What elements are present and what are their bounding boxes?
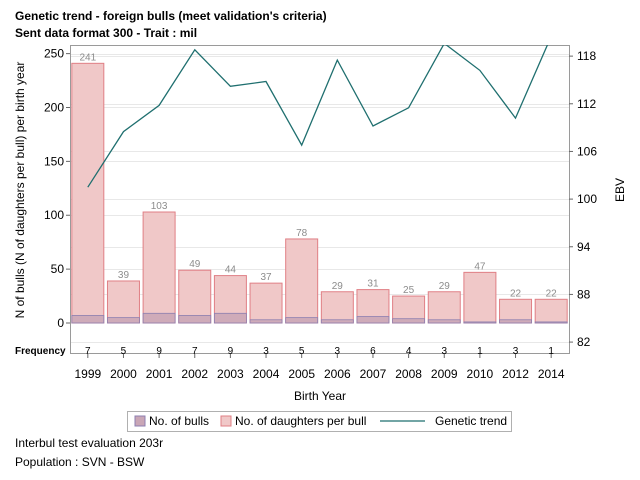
x-tick-label: 1999 [74,367,101,381]
bulls-bar [107,317,140,324]
genetic-trend-line [87,45,549,188]
daughters-bar [249,282,283,324]
daughters-bar [534,298,568,324]
legend-swatch-bulls [134,415,146,427]
x-tick-label: 2006 [324,367,351,381]
daughters-bar [320,291,354,324]
x-tick-label: 2014 [538,367,565,381]
frequency-value: 3 [335,346,341,357]
daughters-bar [178,269,212,324]
frequency-value: 9 [228,346,234,357]
y-tick-label: 200 [44,100,64,114]
x-tick-label: 2001 [146,367,173,381]
legend-label-trend: Genetic trend [435,414,507,428]
daughters-bar [427,291,461,324]
bulls-bar [249,319,283,324]
bulls-bar [320,319,354,324]
bulls-bar [213,312,247,324]
y2-tick-label: 88 [577,287,591,301]
y-tick-label: 100 [44,208,64,222]
y2-tick-label: 100 [577,192,597,206]
daughters-bar [71,62,105,324]
daughters-value-label: 39 [118,270,130,281]
y2-tick-label: 112 [577,97,596,111]
frequency-value: 5 [121,346,127,357]
frequency-value: 3 [263,346,269,357]
frequency-value: 1 [548,346,554,357]
y2-tick-label: 106 [577,144,597,158]
x-tick-label: 2007 [360,367,387,381]
frequency-value: 7 [192,346,198,357]
frequency-value: 5 [299,346,305,357]
daughters-value-label: 31 [367,279,379,290]
daughters-bar [463,271,497,324]
bulls-bar [463,321,497,324]
daughters-value-label: 49 [189,259,201,270]
x-tick-label: 2010 [467,367,494,381]
x-tick-label: 2003 [217,367,244,381]
chart-title: Genetic trend - foreign bulls (meet vali… [15,9,327,23]
y-tick-label: 50 [51,262,65,276]
daughters-bar [106,280,140,324]
legend: No. of bulls No. of daughters per bull G… [127,411,512,432]
y2-tick-label: 82 [577,335,591,349]
bulls-bar [392,318,426,324]
frequency-value: 9 [156,346,162,357]
frequency-value: 3 [441,346,447,357]
x-tick-label: 2005 [288,367,315,381]
daughters-value-label: 29 [439,281,451,292]
frequency-value: 4 [406,346,412,357]
legend-label-bulls: No. of bulls [149,414,209,428]
daughters-value-label: 44 [225,265,237,276]
frequency-value: 1 [477,346,483,357]
x-tick-label: 2009 [431,367,458,381]
bulls-bar [285,317,319,324]
chart-subtitle: Sent data format 300 - Trait : mil [15,26,198,40]
bulls-bar [499,319,532,324]
daughters-value-label: 25 [403,285,415,296]
x-axis-title: Birth Year [294,389,346,403]
daughters-bar [142,211,176,324]
footer-evaluation: Interbul test evaluation 203r [15,436,164,450]
y-tick-label: 250 [44,47,64,61]
daughters-value-label: 78 [296,228,308,239]
daughters-value-label: 22 [510,288,522,299]
x-tick-label: 2008 [395,367,422,381]
y-tick-label: 150 [44,154,64,168]
y-axis-title: N of bulls (N of daughters per bull) per… [13,62,27,319]
bulls-bar [427,319,461,324]
daughters-value-label: 103 [151,201,168,212]
y2-tick-label: 94 [577,240,591,254]
x-tick-label: 2004 [253,367,280,381]
daughters-value-label: 241 [79,52,96,63]
y2-axis-title: EBV [613,178,627,202]
x-tick-label: 2012 [502,367,529,381]
x-tick-label: 2002 [181,367,208,381]
bulls-bar [534,321,568,324]
legend-label-daughters: No. of daughters per bull [235,414,366,428]
daughters-value-label: 29 [332,281,344,292]
footer-population: Population : SVN - BSW [15,455,145,469]
daughters-bar [285,238,319,324]
y2-tick-label: 118 [577,49,596,63]
bulls-bar [178,315,212,324]
frequency-value: 3 [513,346,519,357]
frequency-value: 7 [85,346,91,357]
bulls-bar [356,316,390,324]
bulls-bar [71,315,105,324]
daughters-value-label: 47 [474,261,486,272]
frequency-value: 6 [370,346,376,357]
daughters-value-label: 37 [260,272,272,283]
bulls-bar [142,312,176,324]
legend-swatch-daughters [220,415,232,427]
y-tick-label: 0 [57,316,64,330]
x-tick-label: 2000 [110,367,137,381]
daughters-value-label: 22 [546,288,558,299]
frequency-label: Frequency [15,346,66,357]
